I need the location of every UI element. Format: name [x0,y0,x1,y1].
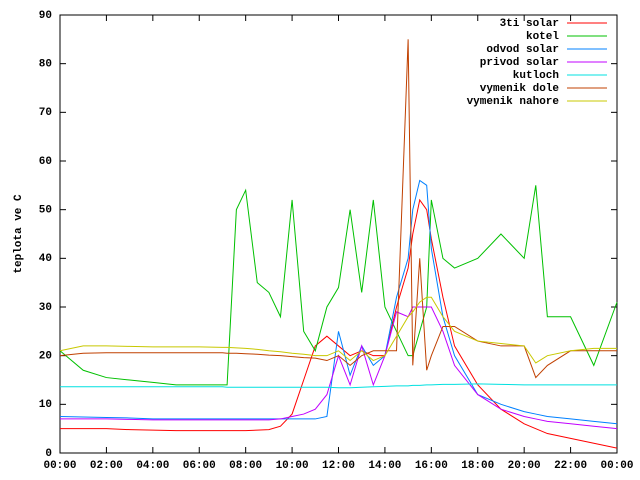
y-tick-label: 20 [39,351,52,363]
y-tick-label: 0 [45,448,52,460]
legend-label: privod solar [480,57,559,69]
x-tick-label: 02:00 [90,460,123,472]
x-tick-label: 12:00 [322,460,355,472]
x-tick-label: 00:00 [43,460,76,472]
x-tick-label: 10:00 [276,460,309,472]
x-tick-label: 22:00 [554,460,587,472]
legend-label: vymenik nahore [467,96,560,108]
x-tick-label: 04:00 [136,460,169,472]
y-tick-label: 30 [39,302,52,314]
y-tick-label: 10 [39,399,52,411]
y-tick-label: 50 [39,205,52,217]
y-tick-label: 60 [39,156,52,168]
x-tick-label: 06:00 [183,460,216,472]
series-line [60,306,618,430]
x-tick-label: 08:00 [229,460,262,472]
y-axis-label: teplota ve C [13,194,25,274]
legend-label: kotel [526,31,559,43]
series-line [59,185,618,386]
series-line [60,198,618,449]
x-tick-label: 16:00 [415,460,448,472]
series-line [59,39,617,379]
x-tick-label: 14:00 [368,460,401,472]
legend-label: vymenik dole [480,83,560,95]
legend-label: odvod solar [486,44,559,56]
y-tick-label: 70 [39,107,52,119]
legend-label: 3ti solar [500,18,559,30]
x-tick-label: 20:00 [508,460,541,472]
x-tick-label: 18:00 [461,460,494,472]
y-tick-label: 40 [39,253,52,265]
legend-label: kutloch [513,70,559,82]
series-line [59,179,618,425]
y-tick-label: 80 [39,59,52,71]
series-line [59,296,617,364]
y-tick-label: 90 [39,10,52,22]
x-tick-label: 00:00 [600,460,633,472]
series-line [60,383,617,389]
